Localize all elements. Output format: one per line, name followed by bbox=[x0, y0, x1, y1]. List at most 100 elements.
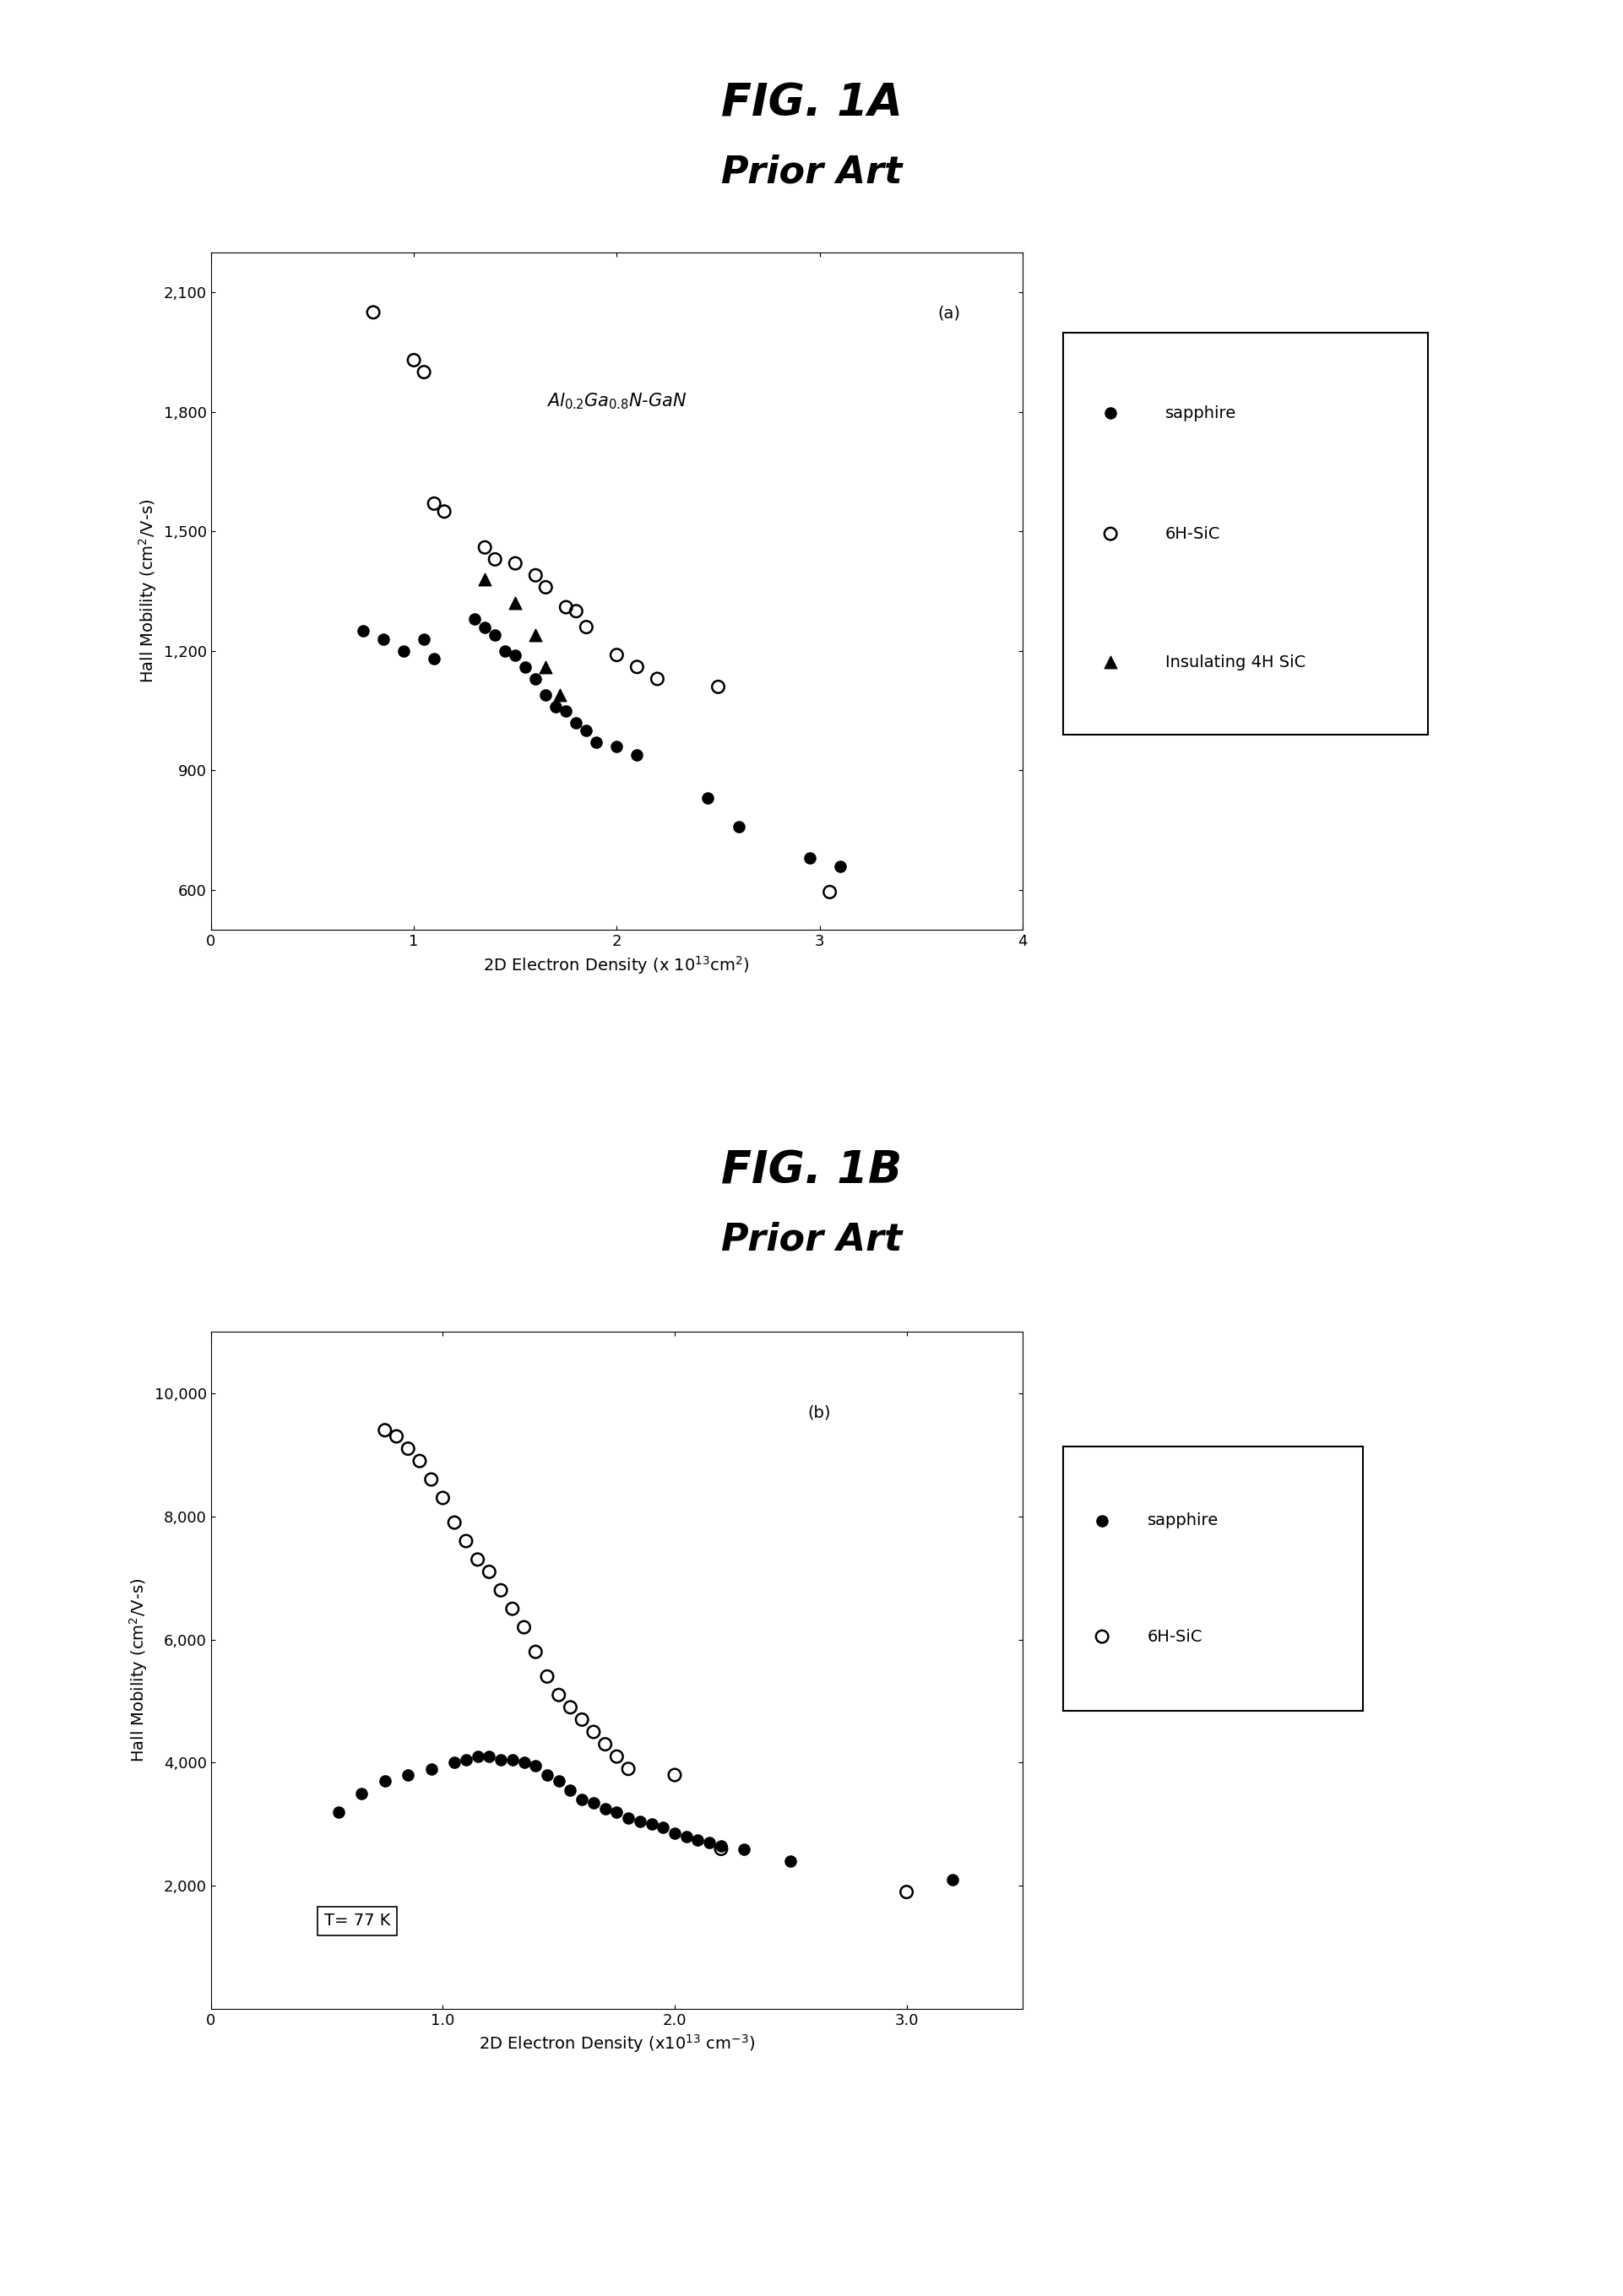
Point bbox=[725, 808, 751, 845]
Point bbox=[441, 1745, 467, 1782]
Point bbox=[513, 647, 539, 684]
Point bbox=[940, 1862, 966, 1899]
X-axis label: 2D Electron Density (x 10$^{13}$cm$^{2}$): 2D Electron Density (x 10$^{13}$cm$^{2}$… bbox=[484, 953, 750, 976]
Point bbox=[461, 602, 487, 638]
Point bbox=[584, 723, 610, 760]
Point bbox=[407, 1442, 433, 1479]
Point bbox=[638, 1807, 664, 1844]
Point bbox=[797, 840, 823, 877]
Point bbox=[482, 618, 508, 654]
Point bbox=[534, 1658, 560, 1694]
Point bbox=[604, 1738, 630, 1775]
Point bbox=[401, 342, 427, 379]
Point bbox=[500, 1740, 526, 1777]
Point bbox=[557, 1773, 583, 1809]
Point bbox=[349, 1775, 375, 1812]
Point bbox=[482, 542, 508, 579]
Point bbox=[532, 677, 558, 714]
Point bbox=[523, 558, 549, 595]
Point bbox=[472, 608, 498, 645]
Point bbox=[592, 1791, 618, 1828]
Point bbox=[557, 1690, 583, 1727]
Point bbox=[894, 1874, 920, 1910]
Text: 6H-SiC: 6H-SiC bbox=[1165, 526, 1220, 542]
Point bbox=[532, 569, 558, 606]
Point bbox=[708, 1830, 734, 1867]
Point bbox=[696, 1825, 722, 1862]
Point bbox=[662, 1816, 688, 1853]
Point bbox=[430, 1479, 456, 1515]
Point bbox=[1097, 517, 1123, 553]
Text: sapphire: sapphire bbox=[1165, 406, 1237, 420]
Text: (a): (a) bbox=[938, 305, 961, 321]
X-axis label: 2D Electron Density (x10$^{13}$ cm$^{-3}$): 2D Electron Density (x10$^{13}$ cm$^{-3}… bbox=[479, 2032, 755, 2055]
Point bbox=[828, 847, 854, 884]
Point bbox=[777, 1844, 803, 1880]
Point bbox=[441, 1504, 467, 1541]
Point bbox=[383, 1419, 409, 1456]
Point bbox=[511, 1745, 537, 1782]
Point bbox=[370, 620, 396, 657]
Text: Prior Art: Prior Art bbox=[721, 1221, 902, 1258]
Y-axis label: Hall Mobility (cm$^{2}$/V-s): Hall Mobility (cm$^{2}$/V-s) bbox=[138, 498, 159, 684]
Text: (b): (b) bbox=[808, 1405, 831, 1421]
Point bbox=[419, 1460, 445, 1497]
Point bbox=[563, 705, 589, 742]
Point bbox=[472, 560, 498, 597]
Point bbox=[708, 1828, 734, 1864]
Point bbox=[545, 1763, 571, 1800]
Point bbox=[372, 1763, 398, 1800]
Point bbox=[623, 737, 649, 774]
Text: Insulating 4H SiC: Insulating 4H SiC bbox=[1165, 654, 1305, 670]
Text: T= 77 K: T= 77 K bbox=[325, 1913, 390, 1929]
Point bbox=[573, 608, 599, 645]
Point bbox=[503, 544, 529, 581]
Point bbox=[553, 588, 579, 625]
Y-axis label: Hall Mobility (cm$^{2}$/V-s): Hall Mobility (cm$^{2}$/V-s) bbox=[128, 1577, 149, 1763]
Point bbox=[464, 1541, 490, 1577]
Text: FIG. 1B: FIG. 1B bbox=[721, 1148, 902, 1194]
Point bbox=[326, 1793, 352, 1830]
Point bbox=[1097, 643, 1123, 680]
Point bbox=[432, 494, 458, 530]
Point bbox=[372, 1412, 398, 1449]
Point bbox=[532, 647, 558, 684]
Point bbox=[615, 1750, 641, 1786]
Text: Al$_{0.2}$Ga$_{0.8}$N-GaN: Al$_{0.2}$Ga$_{0.8}$N-GaN bbox=[547, 393, 687, 411]
Point bbox=[422, 641, 448, 677]
Point bbox=[592, 1727, 618, 1763]
Point bbox=[453, 1740, 479, 1777]
Point bbox=[1089, 1502, 1115, 1538]
Point bbox=[523, 661, 549, 698]
Point bbox=[553, 693, 579, 730]
Point bbox=[534, 1756, 560, 1793]
Point bbox=[651, 1809, 677, 1846]
Point bbox=[503, 636, 529, 673]
Point bbox=[500, 1591, 526, 1628]
Point bbox=[391, 634, 417, 670]
Point bbox=[816, 875, 842, 912]
Point bbox=[476, 1738, 502, 1775]
Point bbox=[545, 1676, 571, 1713]
Point bbox=[394, 1756, 420, 1793]
Point bbox=[573, 712, 599, 748]
Point bbox=[411, 354, 437, 390]
Point bbox=[464, 1738, 490, 1775]
Point bbox=[453, 1522, 479, 1559]
Point bbox=[523, 1747, 549, 1784]
Point bbox=[644, 661, 670, 698]
Point bbox=[351, 613, 377, 650]
Point bbox=[732, 1830, 758, 1867]
Point bbox=[472, 528, 498, 565]
Point bbox=[1089, 1619, 1115, 1655]
Point bbox=[685, 1821, 711, 1857]
Text: FIG. 1A: FIG. 1A bbox=[721, 80, 902, 126]
Point bbox=[626, 1802, 652, 1839]
Point bbox=[581, 1713, 607, 1750]
Point bbox=[695, 781, 721, 817]
Point bbox=[704, 668, 730, 705]
Point bbox=[360, 294, 386, 331]
Point bbox=[394, 1430, 420, 1467]
Point bbox=[523, 618, 549, 654]
Point bbox=[489, 1573, 514, 1609]
